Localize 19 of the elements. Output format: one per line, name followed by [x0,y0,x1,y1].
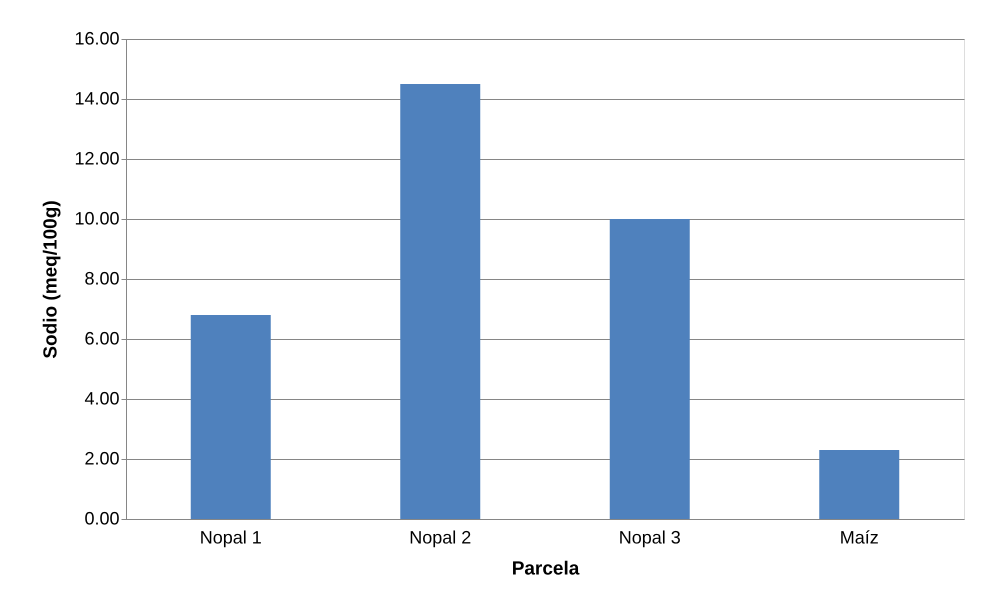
x-tick-label: Maíz [840,528,879,548]
y-tick-label: 6.00 [84,328,120,348]
y-tick-label: 4.00 [84,388,120,408]
x-axis-title: Parcela [512,558,580,580]
y-tick-label: 2.00 [84,448,120,468]
x-tick-label: Nopal 3 [618,528,681,548]
y-tick-label: 14.00 [74,88,120,108]
x-tick-label: Nopal 1 [200,528,262,548]
bar [610,219,690,519]
y-tick-label: 0.00 [84,508,120,528]
bar [819,450,900,519]
y-tick-label: 12.00 [74,148,120,168]
x-tick-label: Nopal 2 [409,528,472,548]
bar [190,315,271,519]
y-axis-title: Sodio (meq/100g) [40,200,62,359]
y-tick-label: 10.00 [74,208,120,228]
y-tick-label: 8.00 [84,268,120,288]
y-tick-label: 16.00 [74,28,120,48]
bar [400,84,480,519]
